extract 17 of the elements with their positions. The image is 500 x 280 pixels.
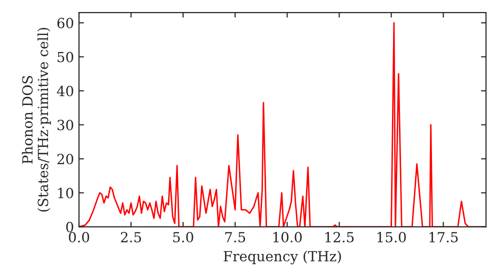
- x-tick-label: 7.5: [225, 232, 246, 242]
- x-tick-label: 10.0: [273, 232, 302, 242]
- x-tick-label: 17.5: [430, 232, 458, 242]
- y-tick-label: 10: [58, 188, 74, 198]
- y-tick-label: 40: [56, 86, 74, 96]
- x-axis-title: Frequency (THz): [224, 250, 341, 264]
- x-tick-label: 0.0: [68, 232, 90, 242]
- x-tick-label: 2.5: [120, 232, 142, 242]
- y-tick-label: 50: [58, 52, 74, 62]
- y-axis-title: Phonon DOS (States/THz·primitive cell): [22, 28, 51, 212]
- y-tick-label: 30: [58, 120, 74, 130]
- x-tick-label: 5.0: [173, 232, 194, 242]
- y-tick-label: 20: [57, 154, 74, 164]
- x-tick-label: 12.5: [325, 232, 354, 242]
- y-tick-label: 0: [66, 222, 74, 232]
- x-tick-label: 15.0: [378, 232, 406, 242]
- y-tick-label: 60: [57, 18, 74, 28]
